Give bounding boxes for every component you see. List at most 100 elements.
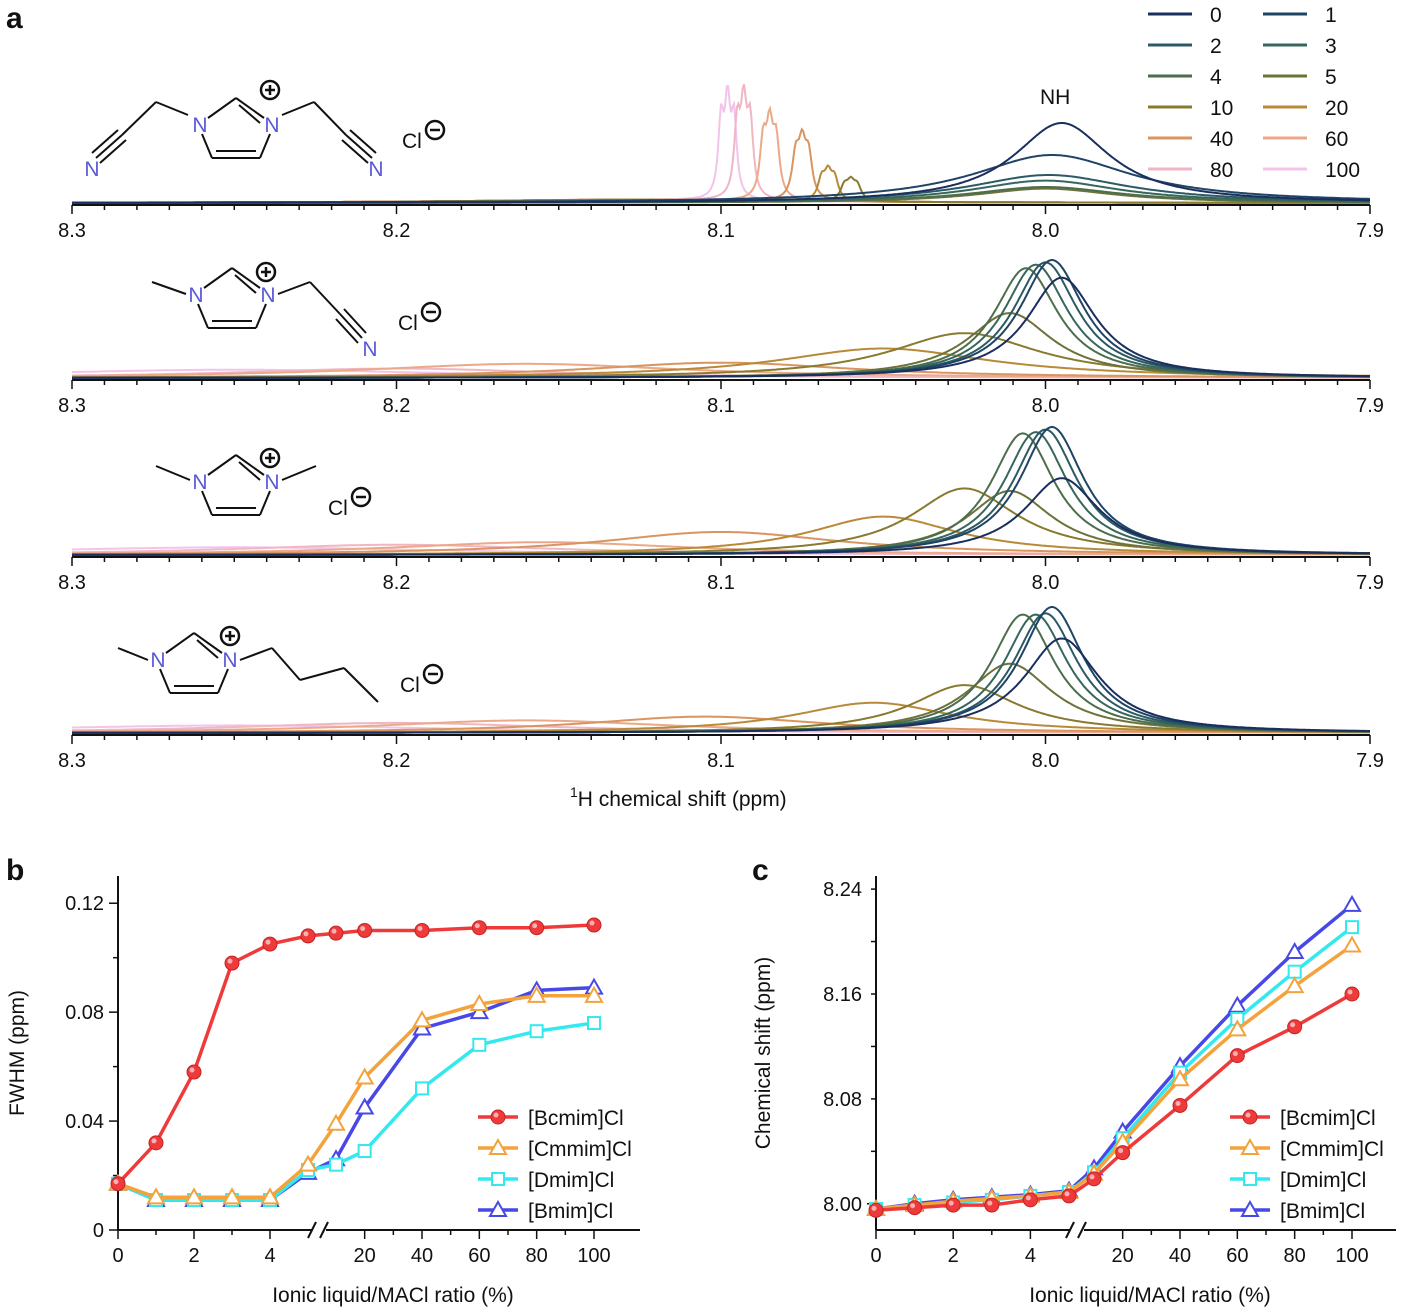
x-tick-label: 80 xyxy=(1284,1245,1306,1267)
data-point xyxy=(357,1144,372,1159)
data-point xyxy=(110,1176,126,1192)
nitrogen-atom: N xyxy=(368,158,383,181)
legend-label: [Bcmim]Cl xyxy=(1280,1107,1376,1130)
x-axis-label: Ionic liquid/MACl ratio (%) xyxy=(272,1284,514,1307)
data-point-shine xyxy=(589,920,595,926)
data-point-shine xyxy=(1064,1191,1070,1197)
y-tick-label: 0.12 xyxy=(65,893,104,915)
nmr-tick-label: 8.1 xyxy=(707,395,735,417)
x-tick-label: 60 xyxy=(1226,1245,1248,1267)
data-point-shine xyxy=(871,1205,877,1211)
series-line xyxy=(117,1021,595,1202)
nmr-tick-label: 8.3 xyxy=(58,395,86,417)
legend-marker xyxy=(1240,1199,1260,1217)
bond xyxy=(99,139,127,164)
y-tick-label: 8.08 xyxy=(823,1089,862,1111)
data-point xyxy=(260,1187,280,1205)
nitrogen-atom: N xyxy=(264,471,279,494)
legend-item-[Cmmim]Cl: [Cmmim]Cl xyxy=(478,1137,632,1161)
data-point xyxy=(222,1187,242,1205)
bond xyxy=(151,281,187,295)
panel-label-a: a xyxy=(6,2,23,35)
bond xyxy=(95,134,123,159)
legend-marker xyxy=(1240,1137,1260,1155)
x-tick-label: 4 xyxy=(1025,1245,1036,1267)
data-point xyxy=(328,925,344,941)
legend-label-0: 0 xyxy=(1210,4,1222,27)
data-point xyxy=(1061,1188,1077,1204)
legend-label: [Dmim]Cl xyxy=(1280,1169,1366,1192)
legend-item-[Dmim]Cl: [Dmim]Cl xyxy=(1230,1169,1366,1192)
nitrogen-atom: N xyxy=(188,284,203,307)
legend-label-100: 100 xyxy=(1325,159,1360,182)
x-tick-label: 0 xyxy=(870,1245,881,1267)
legend-marker xyxy=(490,1109,506,1125)
y-axis-label: FWHM (ppm) xyxy=(6,990,29,1116)
spectrum-trace-0 xyxy=(72,637,1370,734)
data-point-shine xyxy=(1175,1100,1181,1106)
spectrum-trace-0 xyxy=(72,276,1371,379)
x-tick-label: 80 xyxy=(526,1245,548,1267)
nitrogen-atom: N xyxy=(362,338,377,361)
spectrum-trace-2 xyxy=(72,612,1370,734)
axis-break-1 xyxy=(1065,1221,1075,1239)
spectrum-3: 8.3 8.2 8.1 8.0 7.9 xyxy=(58,606,1384,772)
bond xyxy=(345,134,373,159)
data-point xyxy=(1170,1069,1190,1087)
bond xyxy=(203,267,233,289)
bond xyxy=(239,647,273,661)
data-point xyxy=(529,920,545,936)
bond xyxy=(235,97,265,119)
spectrum-1: 8.3 8.2 8.1 8.0 7.9 xyxy=(58,259,1384,417)
spectrum-trace-4 xyxy=(72,432,1370,556)
spectrum-trace-1 xyxy=(72,259,1371,379)
x-tick-label: 40 xyxy=(411,1245,433,1267)
data-point xyxy=(1227,995,1248,1013)
bond xyxy=(281,465,317,481)
legend-label-20: 20 xyxy=(1325,97,1348,120)
bond xyxy=(339,313,363,339)
spectrum-trace-3 xyxy=(72,613,1370,734)
x-tick-label: 2 xyxy=(188,1245,199,1267)
legend-label: [Dmim]Cl xyxy=(528,1169,614,1192)
series-[Cmmim]Cl xyxy=(108,985,604,1205)
legend-marker xyxy=(1242,1109,1258,1125)
legend-label-10: 10 xyxy=(1210,97,1233,120)
legend-label-60: 60 xyxy=(1325,128,1348,151)
x-axis-label: Ionic liquid/MACl ratio (%) xyxy=(1029,1284,1271,1307)
charge-circle xyxy=(259,447,281,469)
data-point xyxy=(412,1018,432,1036)
x-tick-label: 4 xyxy=(264,1245,275,1267)
legend-marker xyxy=(488,1137,508,1155)
series-[Bcmim]Cl xyxy=(110,917,602,1192)
legend-label: [Bmim]Cl xyxy=(528,1200,613,1223)
bond xyxy=(217,668,229,694)
spectrum-2: 8.3 8.2 8.1 8.0 7.9 xyxy=(58,426,1384,594)
bond xyxy=(155,101,189,116)
structure-bcmim: N N N N Cl xyxy=(84,79,446,181)
legend-label: [Bmim]Cl xyxy=(1280,1200,1365,1223)
bond xyxy=(259,490,271,516)
data-point xyxy=(414,922,430,938)
nmr-tick-label: 8.3 xyxy=(58,750,86,772)
data-point xyxy=(184,1187,204,1205)
chloride-label: Cl xyxy=(400,674,420,697)
spectrum-trace-0 xyxy=(72,122,1370,204)
y-tick-label: 0.08 xyxy=(65,1002,104,1024)
bond xyxy=(159,668,171,694)
bond xyxy=(299,667,345,681)
legend-marker-shine xyxy=(1245,1112,1251,1118)
data-point xyxy=(1287,1019,1303,1035)
legend-item-[Bcmim]Cl: [Bcmim]Cl xyxy=(478,1107,624,1130)
data-point xyxy=(868,1202,884,1218)
data-point xyxy=(329,1157,343,1172)
data-point xyxy=(298,1154,318,1172)
spectrum-trace-4 xyxy=(72,613,1370,734)
spectrum-trace-0 xyxy=(72,477,1370,556)
bond xyxy=(155,465,191,481)
x-tick-label: 20 xyxy=(354,1245,376,1267)
charge-circle xyxy=(259,79,281,101)
bond xyxy=(121,101,157,136)
data-point xyxy=(1284,942,1305,960)
